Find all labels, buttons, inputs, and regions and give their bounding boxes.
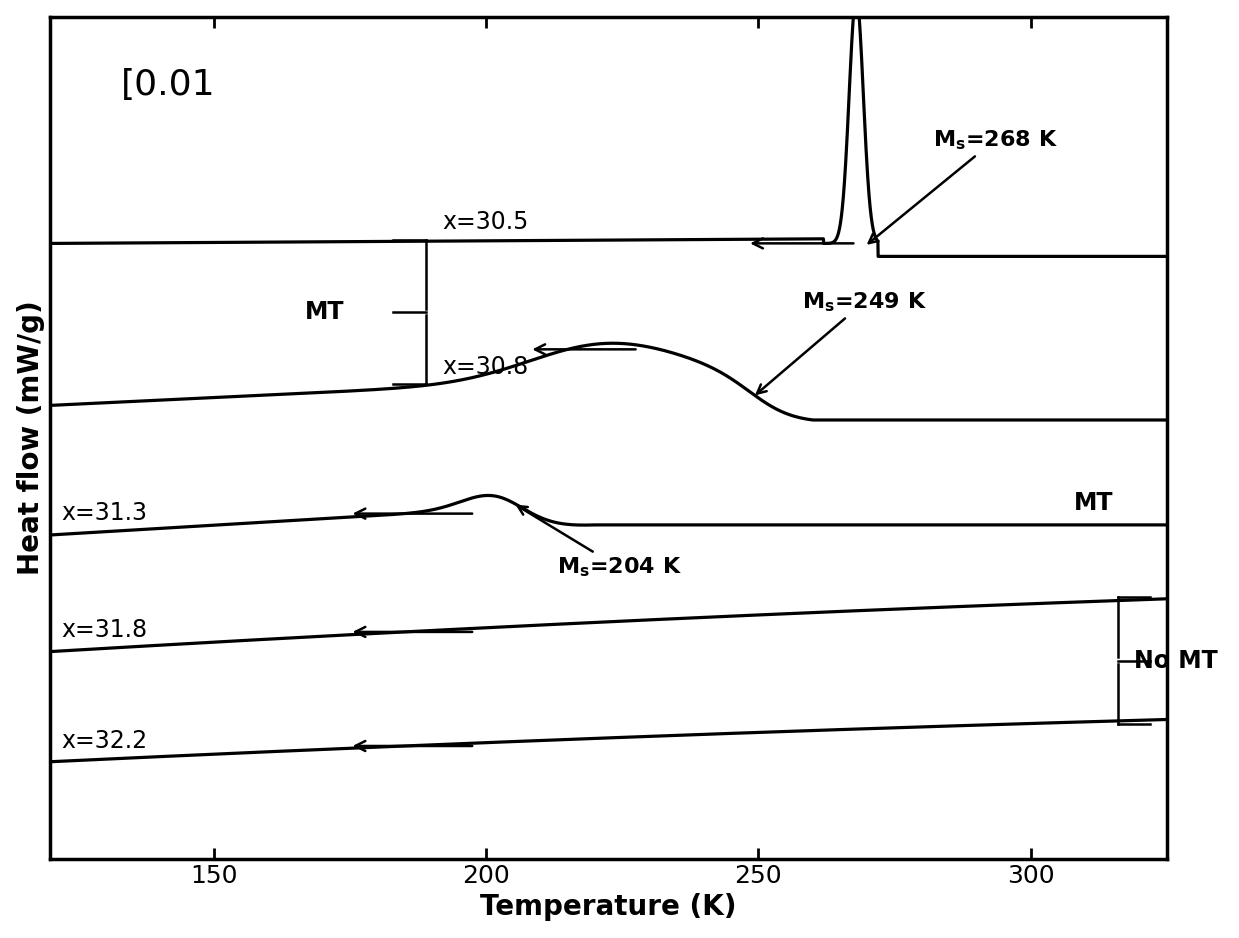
Text: x=32.2: x=32.2	[61, 729, 147, 752]
Text: No MT: No MT	[1134, 649, 1218, 673]
X-axis label: Temperature (K): Temperature (K)	[481, 893, 737, 921]
Text: $\mathregular{M_s}$=204 K: $\mathregular{M_s}$=204 K	[518, 507, 681, 580]
Text: MT: MT	[305, 300, 344, 325]
Y-axis label: Heat flow (mW/g): Heat flow (mW/g)	[16, 300, 45, 575]
Text: $\mathregular{M_s}$=268 K: $\mathregular{M_s}$=268 K	[869, 129, 1057, 243]
Text: x=31.8: x=31.8	[61, 618, 147, 642]
Text: x=31.3: x=31.3	[61, 501, 147, 525]
Text: [0.01: [0.01	[121, 68, 216, 102]
Text: $\mathregular{M_s}$=249 K: $\mathregular{M_s}$=249 K	[757, 290, 927, 394]
Text: MT: MT	[1074, 492, 1114, 515]
Text: x=30.5: x=30.5	[442, 210, 529, 234]
Text: x=30.8: x=30.8	[442, 355, 529, 379]
